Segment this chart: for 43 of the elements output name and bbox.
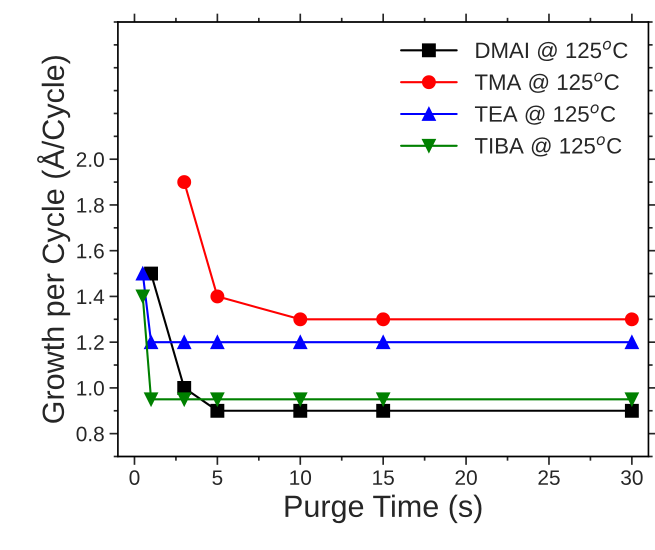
x-axis-title: Purge Time (s) [286, 494, 482, 524]
point [177, 392, 192, 406]
y-tick-label: 0.8 [76, 426, 104, 442]
point [293, 312, 308, 326]
x-tick-label: 30 [621, 470, 643, 485]
point [376, 335, 390, 350]
legend-label: TEA @ 125$^{o}$C [474, 104, 616, 125]
y-tick-label: 1.2 [77, 335, 104, 350]
point [293, 404, 308, 418]
point [144, 392, 158, 406]
legend-label: DMAI @ 125$^{o}$C [476, 40, 628, 62]
point [293, 392, 308, 406]
point [293, 335, 308, 350]
y-tick-label: 2.0 [76, 152, 104, 167]
point [624, 404, 639, 418]
legend-label: TMA @ 125$^{o}$C [474, 72, 619, 93]
x-tick-label: 15 [373, 470, 394, 485]
point [210, 335, 224, 350]
y-tick-label: 1.6 [77, 244, 104, 258]
point [136, 289, 150, 304]
point [210, 289, 224, 304]
x-tick-label: 20 [456, 470, 477, 485]
point [376, 392, 390, 406]
y-tick-label: 1.4 [77, 290, 104, 304]
point [624, 335, 639, 350]
point [376, 312, 390, 326]
point [210, 404, 224, 418]
point [624, 312, 639, 326]
y-tick-label: 1.0 [77, 380, 104, 396]
point [144, 335, 158, 350]
x-tick-label: 25 [538, 470, 560, 485]
point [624, 392, 639, 406]
y-tick-label: 1.8 [77, 198, 104, 213]
point [177, 175, 192, 190]
point [376, 404, 390, 418]
legend-label: TIBA @ 125$^{o}$C [474, 136, 622, 157]
x-tick-label: 0 [130, 470, 140, 485]
point [177, 335, 192, 350]
x-tick-label: 10 [290, 470, 312, 485]
y-axis-title: Growth per Cycle (Å/Cycle) [37, 56, 70, 423]
point [210, 392, 224, 406]
x-tick-label: 5 [212, 470, 222, 485]
point [136, 266, 150, 280]
